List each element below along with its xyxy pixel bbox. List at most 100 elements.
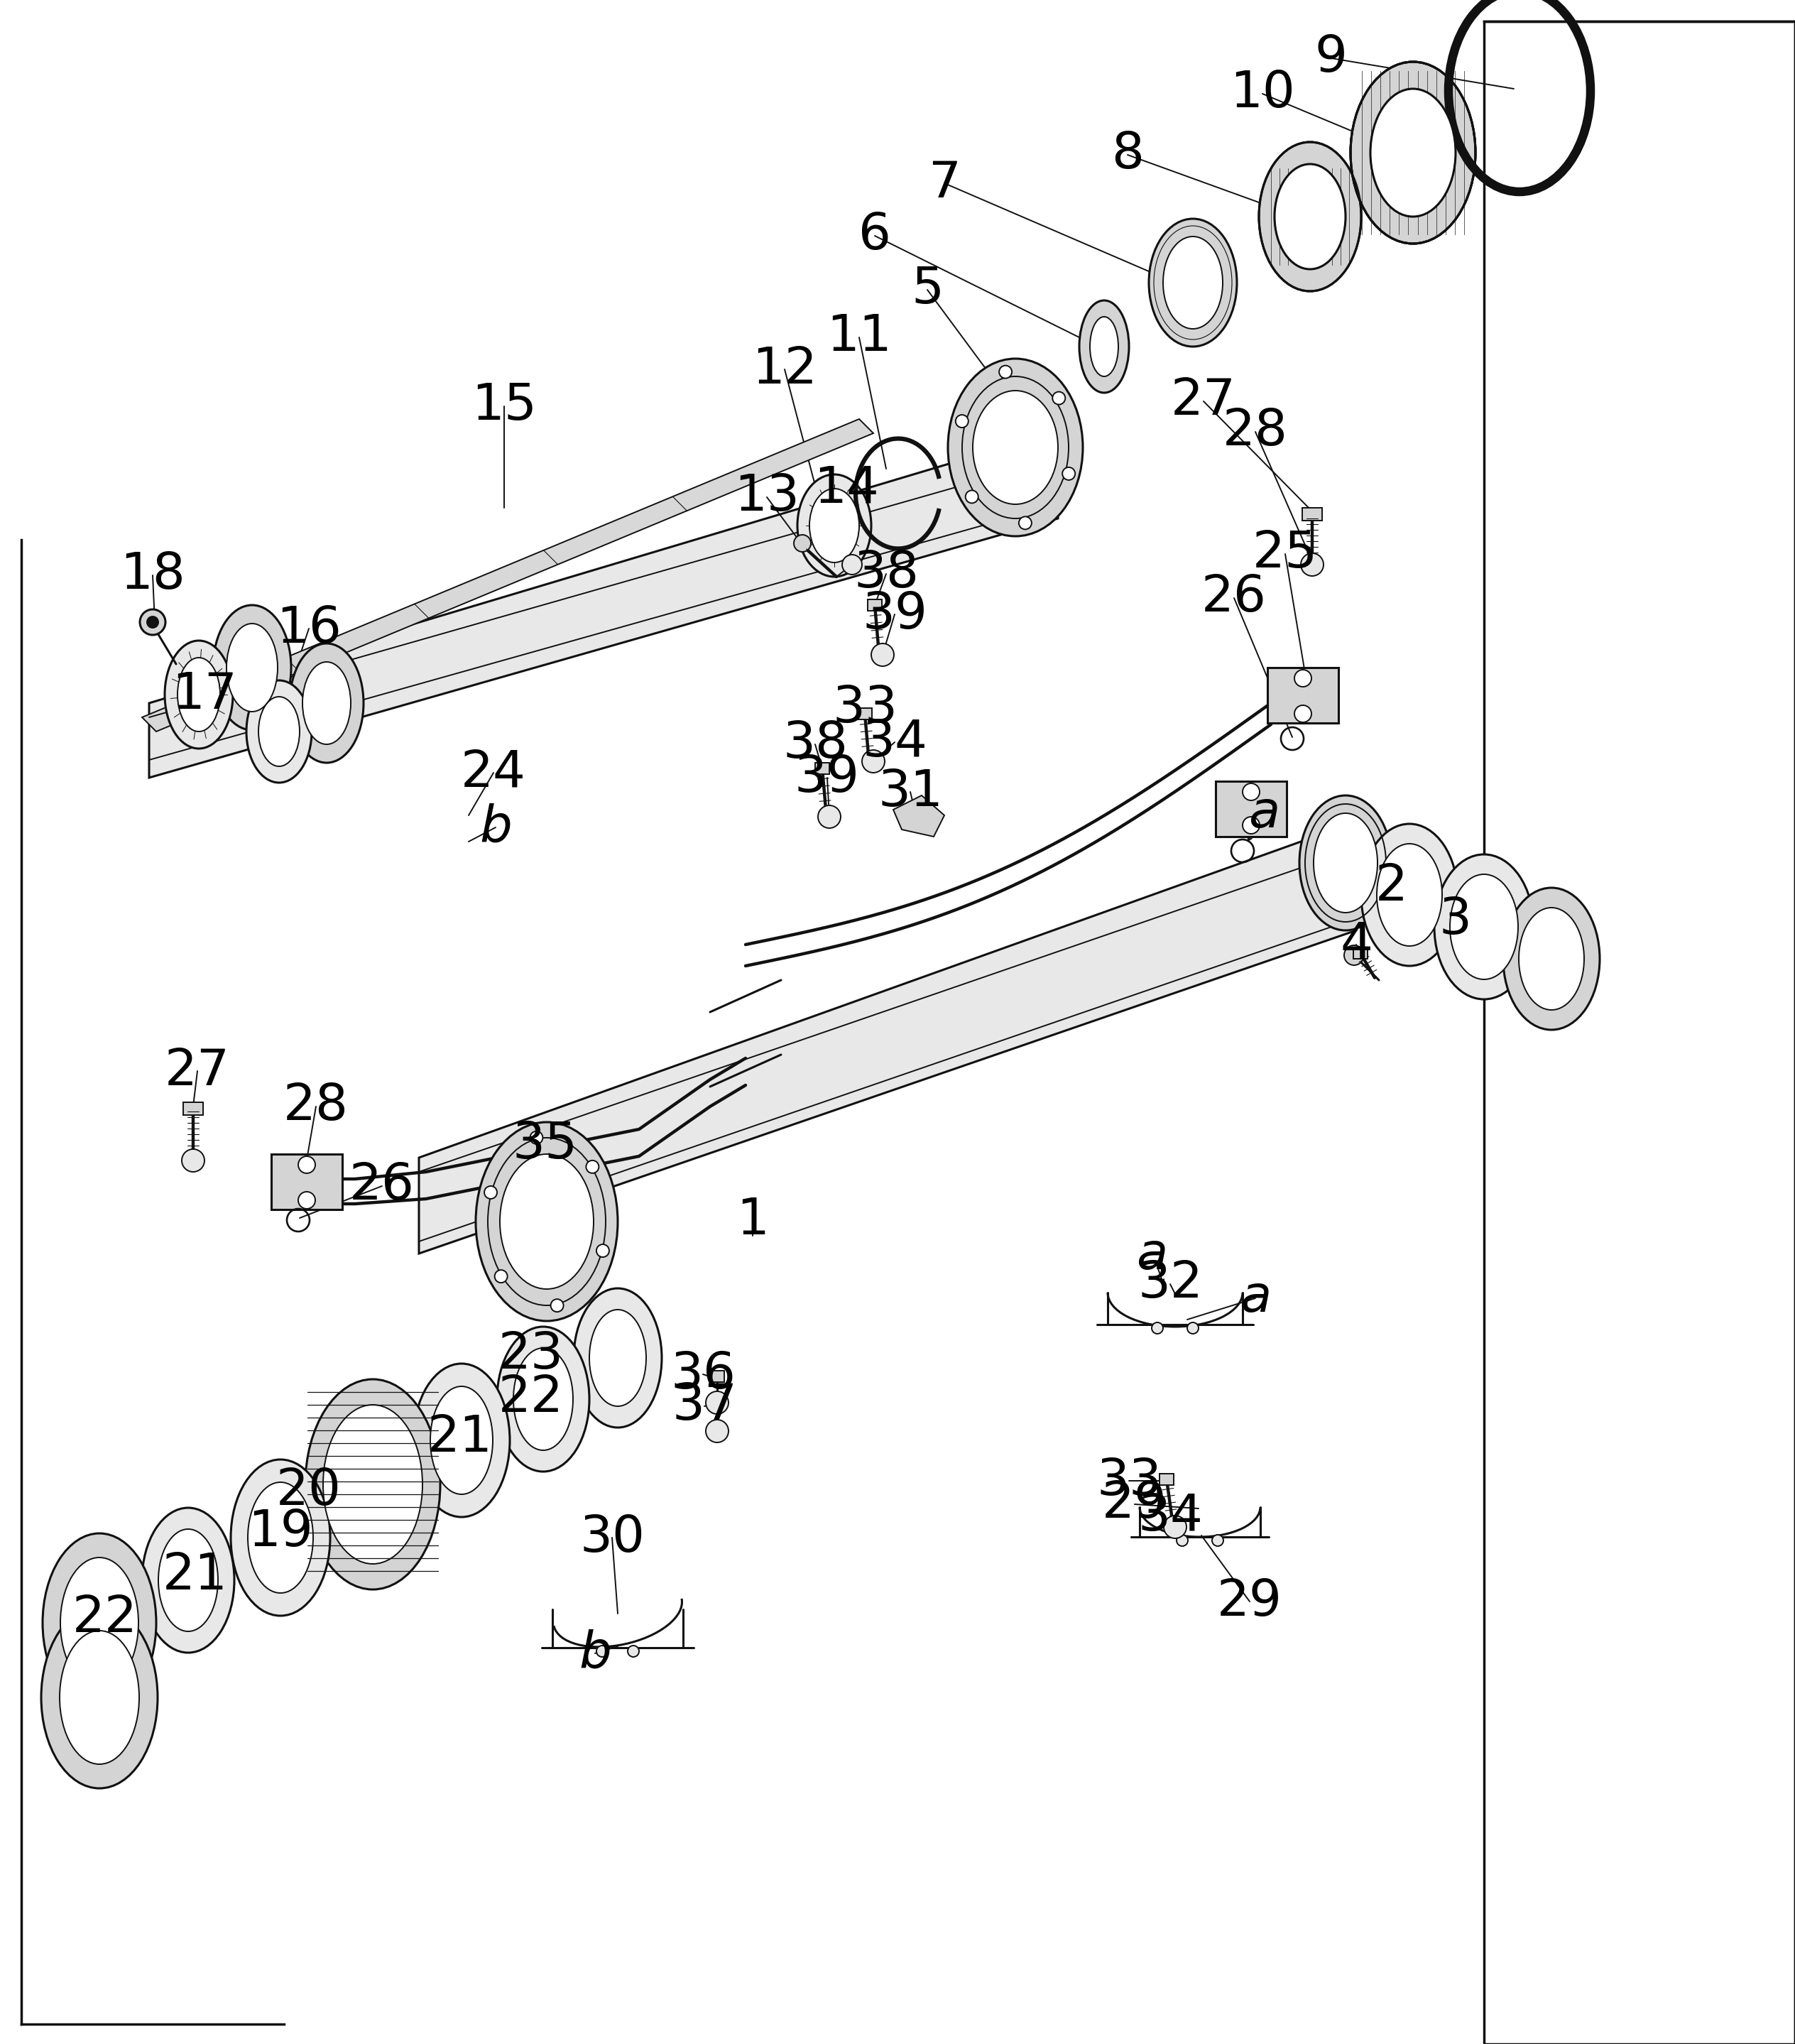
Text: 17: 17 (172, 670, 237, 719)
Circle shape (1294, 705, 1312, 722)
Circle shape (1344, 944, 1364, 965)
Text: 11: 11 (826, 313, 892, 362)
Text: 37: 37 (671, 1382, 738, 1431)
Text: 7: 7 (928, 159, 960, 208)
Text: 31: 31 (878, 766, 942, 816)
Ellipse shape (59, 1631, 140, 1764)
Circle shape (1000, 366, 1012, 378)
Text: 33: 33 (1097, 1455, 1161, 1504)
Text: a: a (1240, 1273, 1271, 1322)
Ellipse shape (1090, 317, 1118, 376)
Text: 21: 21 (163, 1551, 228, 1600)
Text: 19: 19 (248, 1508, 312, 1558)
Circle shape (495, 1269, 508, 1284)
Text: 29: 29 (1102, 1480, 1167, 1529)
Ellipse shape (1274, 164, 1346, 270)
Text: 24: 24 (461, 748, 526, 797)
FancyBboxPatch shape (867, 599, 881, 611)
Ellipse shape (1434, 854, 1533, 1000)
Ellipse shape (246, 681, 312, 783)
Text: b: b (479, 803, 512, 852)
Text: 12: 12 (752, 345, 817, 394)
Circle shape (1242, 783, 1260, 801)
Circle shape (1020, 517, 1032, 529)
Polygon shape (418, 834, 1357, 1253)
Circle shape (628, 1645, 639, 1658)
FancyBboxPatch shape (1267, 668, 1339, 724)
Ellipse shape (973, 390, 1057, 505)
Ellipse shape (61, 1558, 138, 1688)
Ellipse shape (1502, 887, 1599, 1030)
FancyBboxPatch shape (858, 707, 872, 719)
Text: 18: 18 (120, 550, 185, 599)
Ellipse shape (43, 1533, 156, 1713)
Circle shape (596, 1645, 609, 1658)
Text: 15: 15 (472, 382, 537, 431)
Circle shape (1052, 392, 1064, 405)
Text: 36: 36 (670, 1349, 736, 1398)
Polygon shape (149, 444, 1057, 777)
Text: 22: 22 (72, 1594, 138, 1643)
Text: 4: 4 (1339, 920, 1373, 969)
Ellipse shape (323, 1404, 422, 1564)
Circle shape (585, 1161, 600, 1173)
Ellipse shape (232, 1459, 330, 1615)
Ellipse shape (1149, 219, 1237, 347)
Ellipse shape (1314, 814, 1377, 912)
Circle shape (705, 1421, 729, 1443)
Text: 5: 5 (910, 266, 944, 315)
Polygon shape (142, 419, 874, 732)
FancyBboxPatch shape (1301, 507, 1323, 521)
Ellipse shape (1377, 844, 1441, 946)
FancyBboxPatch shape (815, 762, 829, 775)
Ellipse shape (1274, 164, 1346, 270)
Text: 27: 27 (1170, 376, 1237, 425)
Text: 6: 6 (858, 211, 890, 260)
Ellipse shape (289, 644, 364, 762)
Text: 13: 13 (734, 472, 799, 521)
Ellipse shape (810, 489, 860, 562)
Circle shape (1063, 468, 1075, 480)
Circle shape (705, 1392, 729, 1414)
Circle shape (966, 491, 978, 503)
Text: 23: 23 (499, 1331, 564, 1380)
Text: 26: 26 (1201, 574, 1267, 623)
Text: 1: 1 (736, 1196, 768, 1245)
Ellipse shape (305, 1380, 440, 1590)
FancyBboxPatch shape (1160, 1474, 1174, 1486)
Circle shape (1242, 818, 1260, 834)
Text: 30: 30 (580, 1513, 644, 1562)
Circle shape (819, 805, 840, 828)
Ellipse shape (589, 1310, 646, 1406)
Text: 34: 34 (1138, 1492, 1203, 1541)
Circle shape (1294, 670, 1312, 687)
Ellipse shape (497, 1327, 589, 1472)
Circle shape (1301, 554, 1323, 576)
Text: 28: 28 (284, 1081, 348, 1130)
Text: 26: 26 (350, 1161, 415, 1210)
FancyBboxPatch shape (1353, 948, 1368, 959)
Circle shape (862, 750, 885, 773)
Text: 9: 9 (1316, 35, 1348, 82)
Text: 25: 25 (1253, 529, 1318, 578)
Ellipse shape (948, 358, 1082, 536)
Ellipse shape (574, 1288, 662, 1427)
Ellipse shape (1370, 88, 1456, 217)
Circle shape (1212, 1535, 1224, 1545)
Circle shape (1176, 1535, 1188, 1545)
Ellipse shape (178, 658, 221, 732)
Text: 10: 10 (1230, 69, 1294, 119)
Text: 39: 39 (795, 752, 860, 801)
Text: 35: 35 (513, 1120, 578, 1169)
Text: 27: 27 (165, 1047, 230, 1096)
Circle shape (298, 1157, 316, 1173)
Circle shape (147, 617, 158, 628)
Ellipse shape (303, 662, 350, 744)
Circle shape (551, 1300, 564, 1312)
Ellipse shape (476, 1122, 617, 1320)
Text: 32: 32 (1138, 1259, 1203, 1308)
Text: a: a (1248, 789, 1280, 838)
Ellipse shape (165, 640, 233, 748)
Ellipse shape (158, 1529, 217, 1631)
Ellipse shape (1163, 237, 1222, 329)
